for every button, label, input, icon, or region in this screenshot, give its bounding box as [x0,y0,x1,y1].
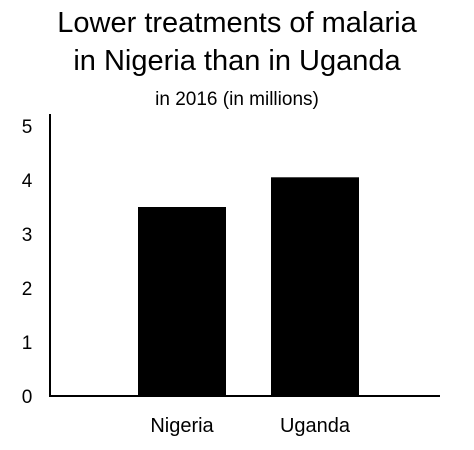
chart-title: Lower treatments of malaria in Nigeria t… [0,4,474,80]
y-tick-label: 0 [22,387,33,408]
y-tick-label: 4 [22,171,33,192]
y-tick-labels: 0 1 2 3 4 5 [22,117,33,408]
x-tick-label-uganda: Uganda [280,415,351,437]
x-tick-label-nigeria: Nigeria [150,415,214,437]
y-tick-label: 2 [22,279,33,300]
y-tick-label: 3 [22,225,33,246]
bar-uganda [271,177,359,396]
bar-nigeria [138,207,226,396]
y-tick-label: 5 [22,117,33,138]
chart-title-line-2: in Nigeria than in Uganda [73,45,401,77]
y-tick-label: 1 [22,333,33,354]
bars [138,177,359,396]
chart-subtitle: in 2016 (in millions) [155,89,319,110]
x-tick-labels: Nigeria Uganda [150,415,351,437]
chart-title-line-1: Lower treatments of malaria [57,7,417,39]
